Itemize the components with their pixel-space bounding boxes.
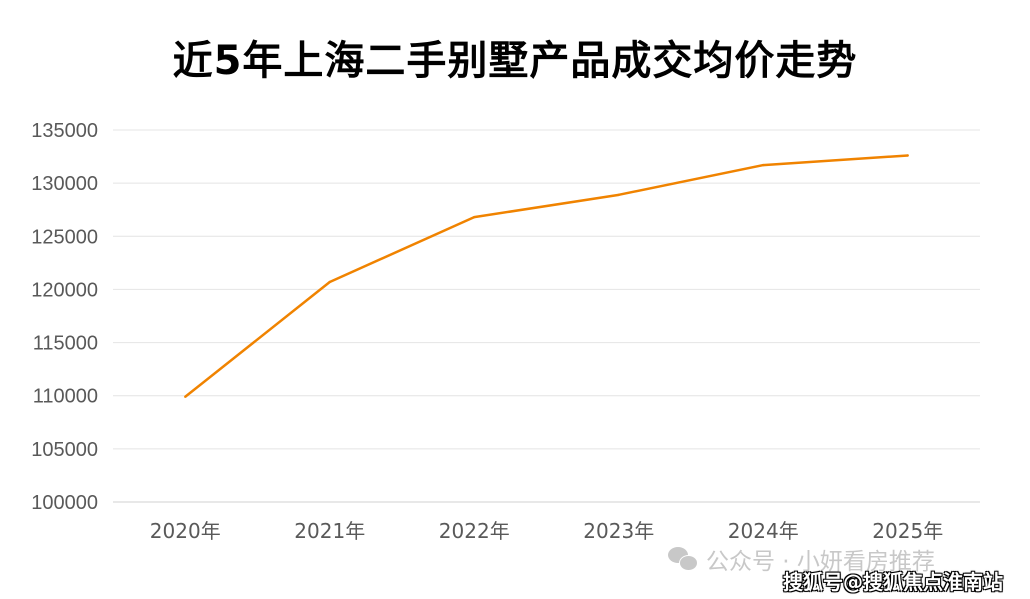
data-point: [617, 193, 620, 197]
x-tick-label: 2024年: [728, 519, 799, 543]
data-point: [906, 154, 909, 157]
x-tick-label: 2022年: [439, 519, 510, 543]
data-point: [184, 395, 187, 398]
x-tick-label: 2020年: [150, 519, 221, 543]
chart-title: 近5年上海二手别墅产品成交均价走势: [172, 38, 858, 84]
data-point: [328, 280, 331, 284]
data-point: [762, 163, 765, 167]
x-tick-label: 2023年: [583, 519, 654, 543]
y-tick-label: 115000: [33, 333, 98, 355]
wechat-icon: [668, 547, 698, 571]
data-point: [473, 215, 476, 219]
y-tick-label: 100000: [31, 492, 98, 514]
watermark-text-2: 搜狐号@搜狐焦点淮南站: [783, 570, 1003, 594]
y-tick-label: 120000: [31, 279, 98, 301]
watermark-wechat: 公众号 · 小妍看房推荐: [668, 542, 935, 576]
y-tick-label: 130000: [31, 173, 98, 195]
y-tick-label: 105000: [31, 439, 98, 461]
y-tick-label: 135000: [31, 120, 98, 142]
y-tick-label: 125000: [31, 226, 98, 248]
x-tick-label: 2025年: [872, 519, 943, 543]
y-tick-label: 110000: [33, 386, 98, 408]
watermark-text-1: 公众号 · 小妍看房推荐: [706, 549, 935, 575]
series-line: [184, 154, 908, 398]
x-tick-label: 2021年: [294, 519, 365, 543]
